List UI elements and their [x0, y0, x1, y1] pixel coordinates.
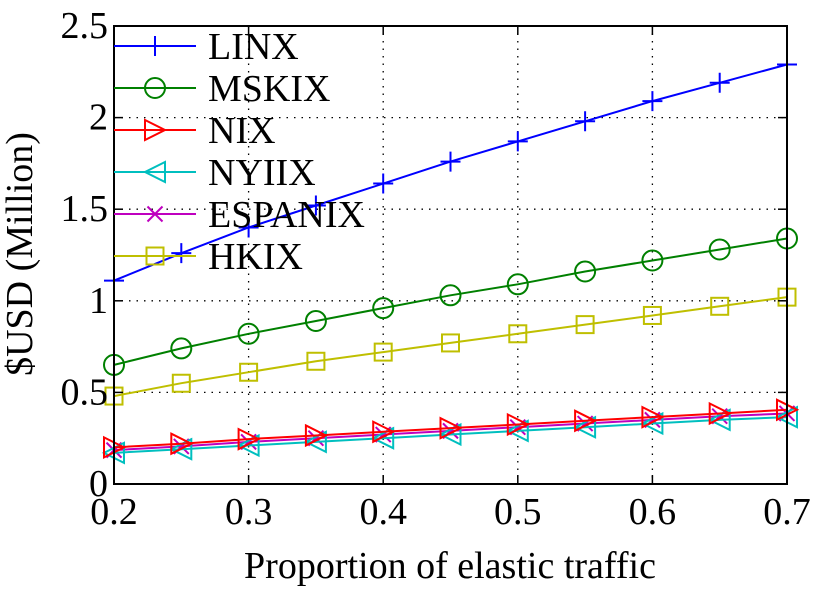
data-point	[640, 411, 664, 436]
y-tick-label: 1.5	[61, 188, 109, 230]
series-hkix	[104, 287, 797, 406]
data-point	[641, 249, 664, 272]
data-point	[170, 337, 193, 360]
series-line	[113, 296, 788, 398]
data-point	[508, 324, 528, 344]
data-point	[238, 217, 259, 238]
data-point	[170, 432, 194, 456]
legend-marker	[145, 36, 165, 56]
y-tick-label: 2	[89, 97, 108, 139]
data-point	[641, 405, 665, 429]
legend-marker	[144, 77, 166, 99]
data-point	[373, 342, 393, 362]
data-point	[303, 430, 327, 454]
data-point	[642, 91, 663, 112]
legend-marker	[145, 246, 165, 266]
series-linx	[104, 54, 797, 291]
legend-marker	[146, 205, 164, 223]
data-point	[440, 151, 461, 172]
data-point	[306, 351, 326, 371]
x-axis-title: Proportion of elastic traffic	[244, 545, 656, 587]
axis-ticks: 0.2 0.3 0.4 0.5 0.6 0.7 0 0.5 1 1.5 2 2.5	[61, 5, 811, 533]
data-point	[171, 373, 191, 393]
x-tick-label: 0.4	[359, 491, 407, 533]
legend-marker	[144, 118, 168, 142]
legend-entry: NIX	[114, 110, 276, 152]
data-point	[438, 422, 462, 447]
data-point	[507, 131, 528, 152]
data-point	[574, 260, 597, 283]
legend-entry: LINX	[114, 26, 299, 68]
x-tick-label: 0.6	[629, 491, 677, 533]
data-point	[710, 296, 730, 316]
y-tick-label: 0	[89, 463, 108, 505]
data-point	[236, 433, 260, 458]
legend-label: MSKIX	[208, 68, 330, 110]
data-point	[441, 333, 460, 353]
data-point	[575, 111, 596, 132]
data-point	[372, 297, 395, 320]
series-layer	[101, 54, 800, 465]
data-point	[506, 412, 531, 437]
x-tick-label: 0.5	[494, 491, 542, 533]
legend-entry: NYIIX	[114, 152, 316, 194]
legend-label: NYIIX	[208, 152, 316, 194]
data-point	[171, 243, 192, 264]
data-point	[707, 408, 731, 432]
data-point	[572, 415, 597, 439]
legend-marker	[142, 160, 166, 184]
data-point	[439, 284, 462, 307]
data-point	[373, 173, 394, 194]
data-point	[304, 423, 329, 448]
x-tick-label: 0.2	[90, 491, 138, 533]
data-point	[506, 273, 529, 296]
y-tick-label: 1	[89, 280, 108, 322]
data-point	[709, 72, 730, 93]
data-point	[439, 416, 463, 440]
series-line	[113, 237, 788, 366]
data-point	[370, 426, 395, 450]
data-point	[708, 401, 732, 426]
x-tick-label: 0.7	[763, 491, 811, 533]
legend-entry: MSKIX	[114, 68, 330, 110]
legend-entry: ESPANIX	[114, 194, 365, 236]
legend-label: NIX	[208, 110, 276, 152]
data-point	[575, 315, 595, 335]
data-point	[505, 419, 529, 443]
x-tick-label: 0.3	[225, 491, 273, 533]
data-point	[372, 420, 396, 444]
legend-label: LINX	[208, 26, 299, 68]
y-axis-title: $USD (Million)	[0, 132, 41, 376]
data-point	[239, 362, 259, 382]
data-point	[708, 238, 731, 261]
data-point	[642, 305, 662, 325]
y-tick-label: 0.5	[61, 371, 109, 413]
series-nix	[103, 398, 800, 459]
legend-label: ESPANIX	[208, 194, 365, 236]
data-point	[304, 309, 327, 332]
data-point	[237, 427, 261, 451]
series-line	[113, 416, 788, 454]
series-espanix	[105, 405, 796, 459]
data-point	[305, 195, 326, 216]
y-tick-label: 2.5	[61, 5, 109, 47]
legend-entry: HKIX	[114, 236, 303, 278]
legend-label: HKIX	[208, 236, 303, 278]
data-point	[574, 409, 598, 433]
data-point	[237, 322, 260, 345]
series-line	[113, 408, 788, 449]
